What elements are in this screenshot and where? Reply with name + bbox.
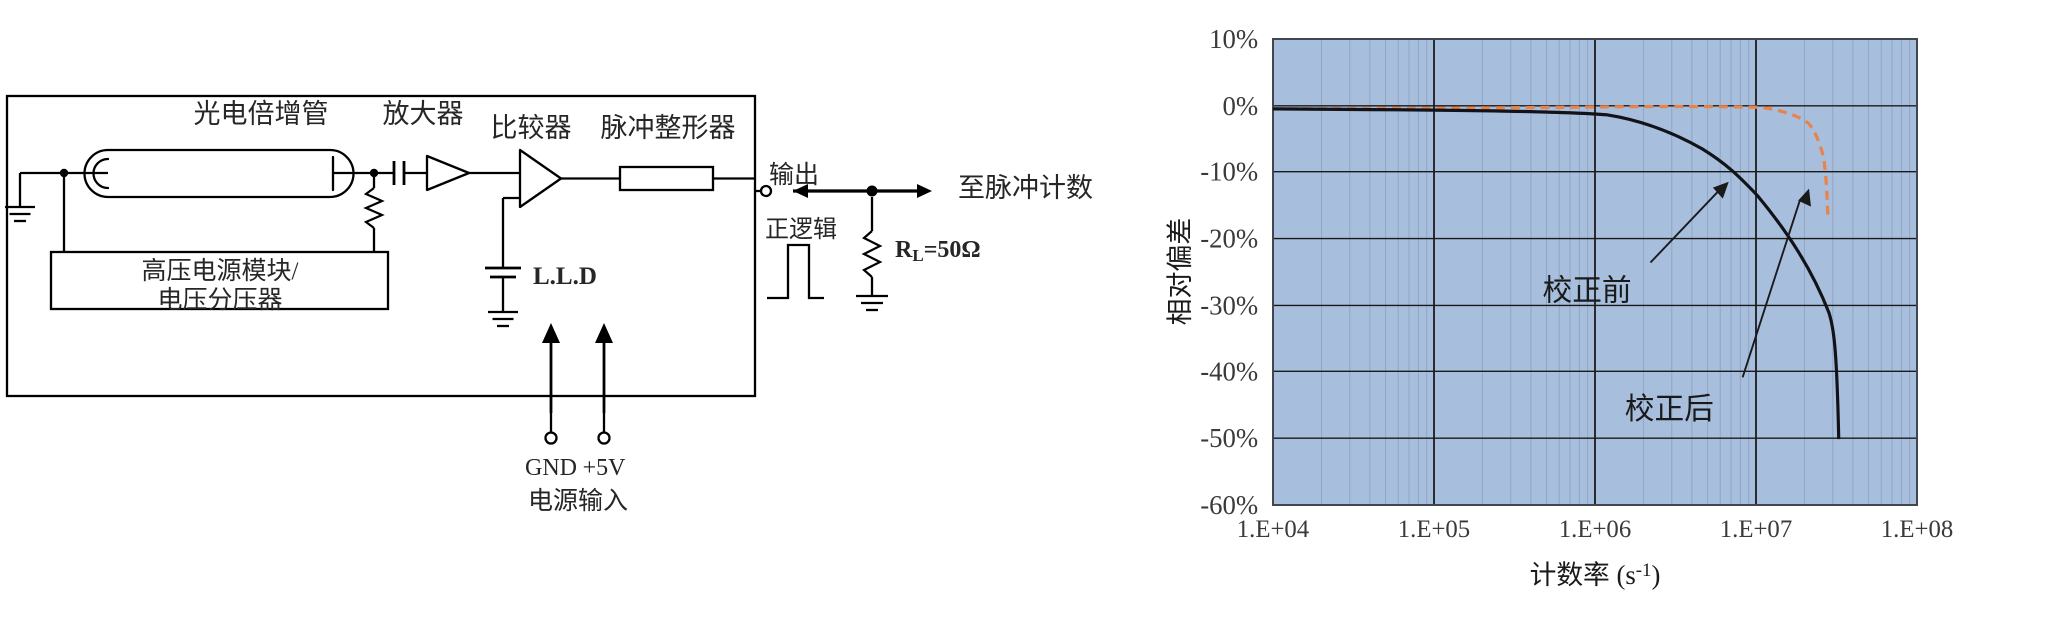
svg-text:-20%: -20% xyxy=(1200,223,1258,253)
svg-text:放大器: 放大器 xyxy=(383,99,464,129)
svg-text:GND: GND xyxy=(525,455,577,481)
svg-text:至脉冲计数: 至脉冲计数 xyxy=(958,173,1093,203)
svg-text:1.E+08: 1.E+08 xyxy=(1881,516,1953,543)
svg-text:-50%: -50% xyxy=(1200,423,1258,453)
svg-text:校正后: 校正后 xyxy=(1625,393,1714,426)
svg-text:0%: 0% xyxy=(1223,91,1259,121)
svg-text:校正前: 校正前 xyxy=(1543,274,1632,307)
svg-text:电源输入: 电源输入 xyxy=(528,487,628,515)
svg-text:光电倍增管: 光电倍增管 xyxy=(194,99,329,129)
svg-text:1.E+04: 1.E+04 xyxy=(1237,516,1310,543)
svg-text:正逻辑: 正逻辑 xyxy=(765,216,837,243)
svg-text:-30%: -30% xyxy=(1200,290,1258,320)
svg-text:输出: 输出 xyxy=(769,161,819,189)
svg-text:脉冲整形器: 脉冲整形器 xyxy=(601,113,736,143)
svg-text:比较器: 比较器 xyxy=(491,113,572,143)
svg-text:10%: 10% xyxy=(1209,24,1258,54)
svg-text:相对偏差: 相对偏差 xyxy=(1165,218,1195,326)
svg-text:电压分压器: 电压分压器 xyxy=(157,286,282,314)
svg-text:-10%: -10% xyxy=(1200,157,1258,187)
svg-text:-40%: -40% xyxy=(1200,356,1258,386)
svg-text:RL=50Ω: RL=50Ω xyxy=(895,237,981,265)
svg-text:+5V: +5V xyxy=(583,455,627,481)
svg-text:1.E+06: 1.E+06 xyxy=(1559,516,1631,543)
svg-text:L.L.D: L.L.D xyxy=(533,263,597,290)
svg-text:高压电源模块/: 高压电源模块/ xyxy=(142,257,299,285)
svg-text:1.E+05: 1.E+05 xyxy=(1398,516,1470,543)
svg-text:1.E+07: 1.E+07 xyxy=(1720,516,1792,543)
